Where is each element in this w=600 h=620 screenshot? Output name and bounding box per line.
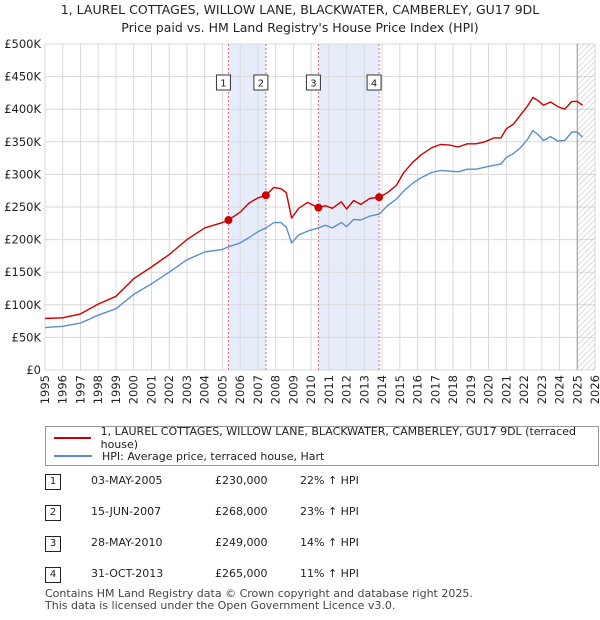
x-tick-label: 2018 — [446, 375, 460, 404]
sale-date: 03-MAY-2005 — [91, 474, 163, 487]
x-tick-label: 2012 — [340, 375, 354, 404]
x-tick-label: 2026 — [588, 375, 600, 404]
sale-number-badge: 3 — [45, 536, 61, 552]
sale-label-number: 3 — [310, 79, 316, 90]
legend-item-property: 1, LAUREL COTTAGES, WILLOW LANE, BLACKWA… — [54, 425, 598, 451]
legend-swatch-hpi — [54, 455, 92, 457]
x-tick-label: 2006 — [233, 375, 247, 404]
x-tick-label: 2022 — [517, 375, 531, 404]
sale-point — [375, 193, 384, 202]
x-tick-label: 2002 — [162, 375, 176, 404]
x-tick-label: 2015 — [393, 375, 407, 404]
sale-price: £265,000 — [215, 567, 268, 580]
y-tick-label: £300K — [4, 167, 41, 181]
x-tick-label: 2003 — [180, 375, 194, 404]
x-tick-label: 2011 — [322, 375, 336, 404]
x-tick-label: 1996 — [56, 375, 70, 404]
x-tick-label: 2008 — [269, 375, 283, 404]
x-tick-label: 2023 — [535, 375, 549, 404]
x-tick-label: 2005 — [215, 375, 229, 404]
sale-label-box — [215, 74, 231, 91]
sale-row: 2 15-JUN-2007 £268,000 23% ↑ HPI — [45, 503, 595, 525]
x-tick-label: 2017 — [428, 375, 442, 404]
y-tick-label: £500K — [4, 37, 41, 51]
y-tick-label: £200K — [4, 233, 41, 247]
x-tick-label: 2021 — [499, 375, 513, 404]
x-tick-label: 2024 — [553, 375, 567, 404]
sale-price: £249,000 — [215, 536, 268, 549]
legend-label-hpi: HPI: Average price, terraced house, Hart — [102, 449, 325, 463]
legend: 1, LAUREL COTTAGES, WILLOW LANE, BLACKWA… — [45, 425, 599, 466]
y-tick-label: £150K — [4, 265, 41, 279]
footer-copyright: Contains HM Land Registry data © Crown c… — [45, 587, 473, 600]
footer-licence: This data is licensed under the Open Gov… — [45, 599, 396, 612]
sale-row: 3 28-MAY-2010 £249,000 14% ↑ HPI — [45, 534, 595, 556]
y-tick-label: £250K — [4, 200, 41, 214]
sale-point — [261, 191, 270, 200]
x-tick-label: 2020 — [482, 375, 496, 404]
sale-label-box — [305, 74, 321, 91]
sale-price: £268,000 — [215, 505, 268, 518]
footer: Contains HM Land Registry data © Crown c… — [45, 588, 473, 612]
x-tick-label: 2009 — [286, 375, 300, 404]
sale-hpi-change: 22% ↑ HPI — [300, 474, 359, 487]
y-tick-label: £100K — [4, 298, 41, 312]
x-tick-label: 1998 — [91, 375, 105, 404]
x-tick-label: 1995 — [38, 375, 52, 404]
property-price-line — [44, 96, 584, 320]
sale-date: 15-JUN-2007 — [91, 505, 162, 518]
sale-hpi-change: 11% ↑ HPI — [300, 567, 359, 580]
legend-label-property: 1, LAUREL COTTAGES, WILLOW LANE, BLACKWA… — [100, 425, 576, 451]
sale-number-badge: 2 — [45, 505, 61, 521]
x-tick-label: 2010 — [304, 375, 318, 404]
y-tick-label: £0 — [26, 363, 41, 377]
sale-number-badge: 1 — [45, 474, 61, 490]
sale-label-number: 1 — [220, 79, 226, 90]
x-tick-label: 2000 — [127, 375, 141, 404]
sale-date: 31-OCT-2013 — [91, 567, 164, 580]
y-tick-label: £50K — [12, 330, 42, 344]
sale-hpi-change: 23% ↑ HPI — [300, 505, 359, 518]
y-tick-label: £350K — [4, 135, 41, 149]
x-tick-label: 2007 — [251, 375, 265, 404]
y-tick-label: £450K — [4, 70, 41, 84]
legend-item-hpi: HPI: Average price, terraced house, Hart — [54, 447, 324, 465]
sale-row: 4 31-OCT-2013 £265,000 11% ↑ HPI — [45, 565, 595, 587]
sale-hpi-change: 14% ↑ HPI — [300, 536, 359, 549]
forecast-hatch — [577, 44, 595, 370]
x-tick-label: 1999 — [109, 375, 123, 404]
sale-label-box — [366, 74, 382, 91]
x-tick-label: 2025 — [570, 375, 584, 404]
legend-swatch-property — [54, 437, 91, 439]
sale-point — [314, 203, 323, 212]
chart-area: 1 2 3 4 £0 £50K £100K £150K £200K £250K £300K £350… — [4, 37, 600, 404]
x-tick-label: 2013 — [357, 375, 371, 404]
chart-subtitle: Price paid vs. HM Land Registry's House … — [121, 20, 479, 35]
sale-number-badge: 4 — [45, 567, 61, 583]
x-tick-label: 2001 — [144, 375, 158, 404]
hpi-line — [44, 130, 584, 329]
sale-row: 1 03-MAY-2005 £230,000 22% ↑ HPI — [45, 472, 595, 494]
sale-date: 28-MAY-2010 — [91, 536, 163, 549]
chart-title: 1, LAUREL COTTAGES, WILLOW LANE, BLACKWA… — [60, 2, 540, 17]
sale-point — [224, 216, 233, 225]
sale-label-box — [253, 74, 269, 91]
x-tick-label: 2014 — [375, 375, 389, 404]
x-tick-label: 2016 — [411, 375, 425, 404]
sale-label-number: 4 — [371, 79, 377, 90]
sale-price: £230,000 — [215, 474, 268, 487]
x-tick-label: 2019 — [464, 375, 478, 404]
x-tick-label: 1997 — [73, 375, 87, 404]
x-tick-label: 2004 — [198, 375, 212, 404]
y-tick-label: £400K — [4, 102, 41, 116]
sale-label-number: 2 — [258, 79, 264, 90]
